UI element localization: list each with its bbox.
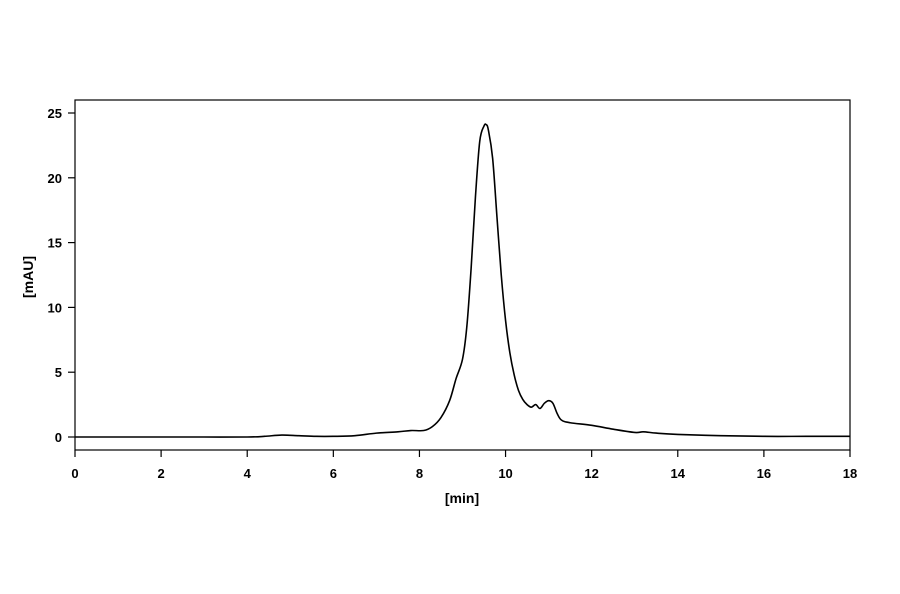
x-axis: 0 2 4 6 8 10 12 14 16 18 xyxy=(71,450,857,481)
y-tick-label: 5 xyxy=(55,365,62,380)
x-tick-label: 4 xyxy=(244,466,252,481)
series-line xyxy=(75,123,850,438)
x-tick-label: 18 xyxy=(843,466,857,481)
y-axis-label: [mAU] xyxy=(20,256,36,298)
x-tick-label: 14 xyxy=(671,466,686,481)
x-tick-label: 2 xyxy=(157,466,164,481)
x-tick-label: 8 xyxy=(416,466,423,481)
x-tick-label: 6 xyxy=(330,466,337,481)
y-tick-label: 25 xyxy=(48,106,62,121)
x-tick-label: 10 xyxy=(498,466,512,481)
y-tick-label: 10 xyxy=(48,300,62,315)
x-tick-label: 12 xyxy=(584,466,598,481)
x-tick-label: 0 xyxy=(71,466,78,481)
y-tick-label: 20 xyxy=(48,171,62,186)
x-tick-label: 16 xyxy=(757,466,771,481)
plot-frame xyxy=(74,99,851,451)
x-axis-label: [min] xyxy=(445,490,479,506)
y-tick-label: 0 xyxy=(55,430,62,445)
y-tick-label: 15 xyxy=(48,236,62,251)
y-axis: 0 5 10 15 20 25 xyxy=(48,106,75,445)
